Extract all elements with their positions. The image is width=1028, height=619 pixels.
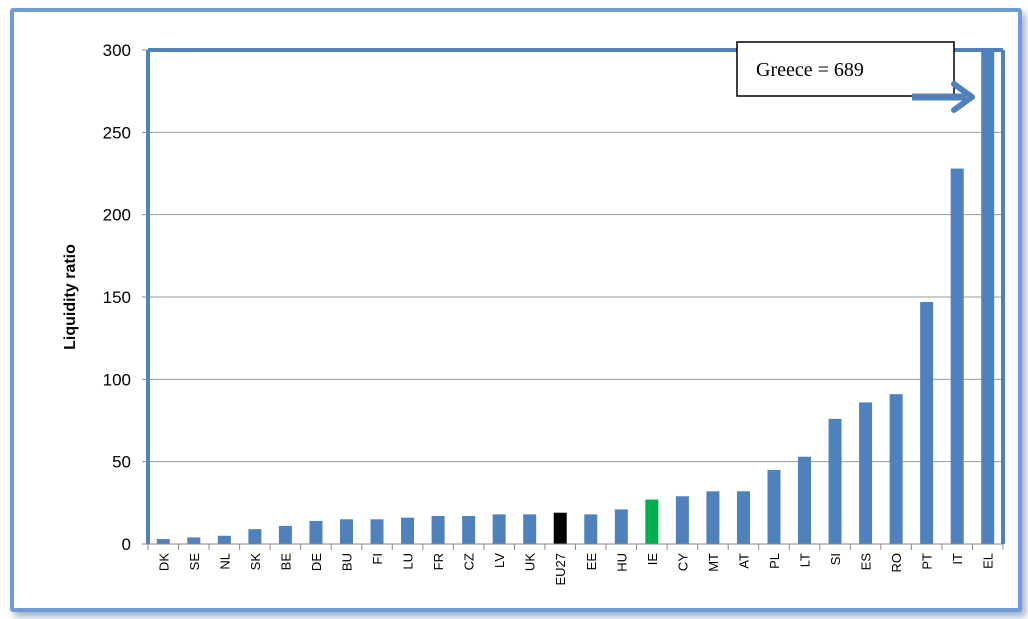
y-tick-50: 50 xyxy=(112,453,131,472)
y-tick-250: 250 xyxy=(103,123,131,142)
y-tick-150: 150 xyxy=(103,288,131,307)
x-tick-hu: HU xyxy=(614,553,629,572)
x-tick-fr: FR xyxy=(431,553,446,570)
x-tick-es: ES xyxy=(859,553,874,571)
annotation-text: Greece = 689 xyxy=(756,59,864,81)
x-tick-be: BE xyxy=(278,553,293,571)
bar-fr xyxy=(431,516,445,544)
bar-eu27 xyxy=(553,512,567,544)
bar-cz xyxy=(462,516,476,544)
bar-lt xyxy=(798,456,812,544)
bar-hu xyxy=(614,509,628,544)
x-tick-pt: PT xyxy=(920,553,935,570)
bar-es xyxy=(859,402,873,544)
arrow-head xyxy=(951,81,975,113)
x-tick-cz: CZ xyxy=(462,553,477,570)
bar-sk xyxy=(248,529,262,544)
x-tick-sk: SK xyxy=(248,553,263,571)
bar-bu xyxy=(339,519,353,544)
y-tick-0: 0 xyxy=(122,535,131,554)
x-tick-lt: LT xyxy=(798,553,813,567)
bar-ie xyxy=(645,499,659,544)
x-tick-nl: NL xyxy=(217,553,232,570)
y-tick-300: 300 xyxy=(103,41,131,60)
x-tick-ie: IE xyxy=(645,553,660,566)
annotation-arrow xyxy=(912,81,975,113)
grid-lines xyxy=(148,131,1003,463)
x-tick-lv: LV xyxy=(492,553,507,568)
x-tick-at: AT xyxy=(736,553,751,569)
y-tick-200: 200 xyxy=(103,206,131,225)
bar-de xyxy=(309,520,323,544)
chart-frame xyxy=(10,8,1022,612)
annotation-box xyxy=(736,41,955,97)
bar-si xyxy=(828,418,842,544)
x-tick-bu: BU xyxy=(339,553,354,571)
x-tick-ro: RO xyxy=(889,553,904,573)
x-tick-se: SE xyxy=(187,553,202,571)
bar-se xyxy=(187,537,201,544)
x-tick-ee: EE xyxy=(584,553,599,571)
bar-el xyxy=(981,50,995,544)
bar-pl xyxy=(767,469,781,544)
x-tick-fi: FI xyxy=(370,553,385,565)
x-tick-uk: UK xyxy=(523,553,538,571)
x-tick-si: SI xyxy=(828,553,843,565)
x-tick-de: DE xyxy=(309,553,324,571)
y-axis-label: Liquidity ratio xyxy=(62,244,79,350)
bar-at xyxy=(736,491,750,544)
bar-dk xyxy=(156,539,170,544)
bar-nl xyxy=(217,535,231,544)
x-tick-eu27: EU27 xyxy=(553,553,568,586)
bar-pt xyxy=(920,301,934,544)
bar-lv xyxy=(492,514,506,544)
bar-fi xyxy=(370,519,384,544)
x-tick-labels: DK SE NL SK BE DE BU FI LU FR CZ LV UK EU27 EE HU IE CY MT… xyxy=(156,553,995,586)
bar-ro xyxy=(889,394,903,544)
x-tick-dk: DK xyxy=(156,553,171,571)
x-tick-el: EL xyxy=(981,553,996,569)
greece-annotation: Greece = 689 xyxy=(736,41,955,97)
y-tick-100: 100 xyxy=(103,370,131,389)
x-tick-cy: CY xyxy=(675,553,690,571)
bar-be xyxy=(278,525,292,544)
axes xyxy=(142,48,1005,550)
bar-cy xyxy=(675,496,689,544)
bars xyxy=(156,50,995,544)
x-tick-it: IT xyxy=(950,553,965,565)
x-tick-lu: LU xyxy=(401,553,416,570)
y-tick-labels: 0 50 100 150 200 250 300 xyxy=(103,41,131,554)
bar-uk xyxy=(523,514,537,544)
bar-it xyxy=(950,168,964,544)
x-tick-pl: PL xyxy=(767,553,782,569)
x-tick-mt: MT xyxy=(706,553,721,572)
bar-ee xyxy=(584,514,598,544)
bar-mt xyxy=(706,491,720,544)
bar-lu xyxy=(401,517,415,544)
